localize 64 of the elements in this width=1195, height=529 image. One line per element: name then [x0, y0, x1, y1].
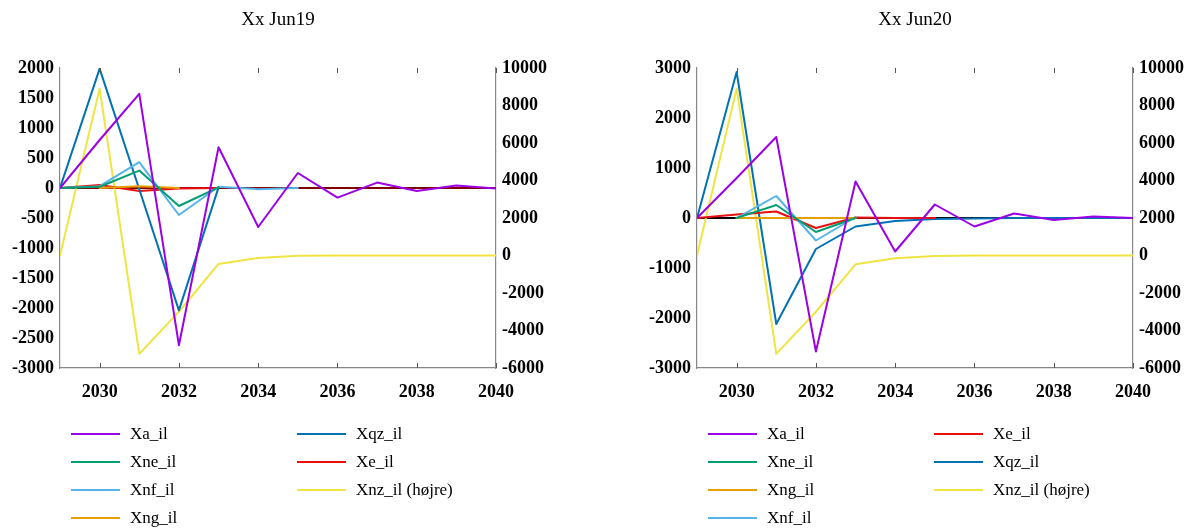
legend-label: Xnz_il (højre)	[356, 480, 453, 500]
legend-label: Xnf_il	[130, 480, 175, 500]
x-tick-label: 2036	[319, 381, 356, 402]
y-tick-label: 3000	[655, 56, 691, 77]
y-tick-label: 1500	[18, 86, 54, 107]
y-tick-label: -1500	[12, 266, 54, 287]
legend-label: Xng_il	[767, 480, 815, 500]
x-tick-label: 2038	[1035, 381, 1072, 402]
y2-tick-label: 10000	[1139, 56, 1184, 77]
legend-label: Xnz_il (højre)	[993, 480, 1090, 500]
legend-label: Xne_il	[767, 452, 814, 472]
y-tick-label: 1000	[655, 156, 691, 177]
y2-tick-label: 6000	[502, 131, 538, 152]
y-tick-label: -3000	[649, 356, 691, 377]
legend-label: Xe_il	[993, 424, 1031, 444]
y-tick-label: 0	[682, 206, 691, 227]
x-tick-label: 2032	[160, 381, 197, 402]
y2-tick-label: -4000	[502, 319, 544, 340]
y2-tick-label: -2000	[1139, 281, 1181, 302]
y-tick-label: 2000	[18, 56, 54, 77]
y-tick-label: -1000	[12, 236, 54, 257]
x-tick-label: 2032	[797, 381, 834, 402]
x-tick-label: 2034	[877, 381, 914, 402]
x-tick-label: 2034	[240, 381, 277, 402]
y2-tick-label: 10000	[502, 56, 547, 77]
x-tick-label: 2038	[398, 381, 435, 402]
y2-tick-label: 4000	[502, 169, 538, 190]
y2-tick-label: -2000	[502, 281, 544, 302]
y2-tick-label: 8000	[1139, 94, 1175, 115]
legend-label: Xqz_il	[356, 424, 403, 444]
y-tick-label: 0	[45, 176, 54, 197]
y2-tick-label: 4000	[1139, 169, 1175, 190]
y-tick-label: 1000	[18, 116, 54, 137]
x-tick-label: 2030	[81, 381, 118, 402]
y2-tick-label: -4000	[1139, 319, 1181, 340]
legend-label: Xng_il	[130, 508, 178, 528]
y-tick-label: -3000	[12, 356, 54, 377]
x-tick-label: 2030	[718, 381, 755, 402]
chart-title: Xx Jun19	[240, 8, 316, 30]
y2-tick-label: 0	[502, 244, 511, 265]
y2-tick-label: -6000	[502, 356, 544, 377]
legend-label: Xe_il	[356, 452, 394, 472]
y2-tick-label: 0	[1139, 244, 1148, 265]
y2-tick-label: 2000	[502, 206, 538, 227]
legend-label: Xa_il	[130, 424, 168, 444]
legend-label: Xne_il	[130, 452, 177, 472]
y-tick-label: 500	[27, 146, 54, 167]
y-tick-label: -2500	[12, 326, 54, 347]
y2-tick-label: 8000	[502, 94, 538, 115]
legend-label: Xnf_il	[767, 508, 812, 528]
legend-label: Xqz_il	[993, 452, 1040, 472]
y2-tick-label: 2000	[1139, 206, 1175, 227]
y2-tick-label: -6000	[1139, 356, 1181, 377]
legend-label: Xa_il	[767, 424, 805, 444]
y-tick-label: -2000	[649, 306, 691, 327]
chart-title: Xx Jun20	[877, 8, 953, 30]
x-tick-label: 2036	[956, 381, 993, 402]
y-tick-label: 2000	[655, 106, 691, 127]
x-tick-label: 2040	[1115, 381, 1151, 402]
x-tick-label: 2040	[478, 381, 514, 402]
y-tick-label: -500	[21, 206, 54, 227]
y-tick-label: -2000	[12, 296, 54, 317]
y-tick-label: -1000	[649, 256, 691, 277]
y2-tick-label: 6000	[1139, 131, 1175, 152]
